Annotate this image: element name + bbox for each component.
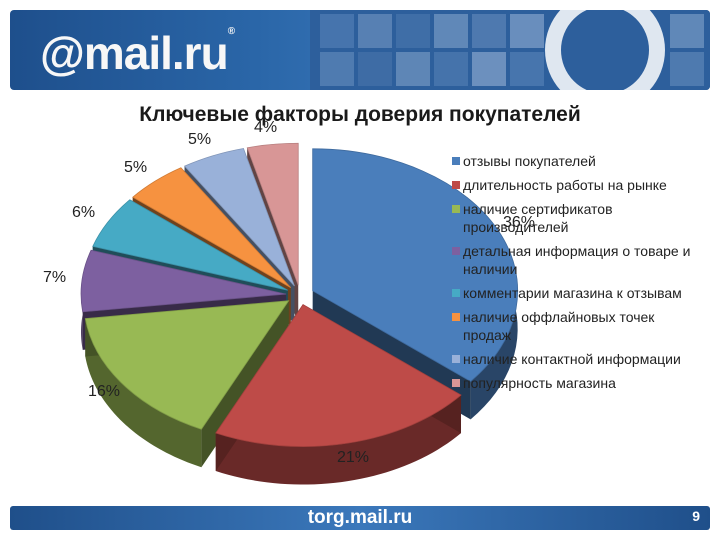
percent-label-0: 36% bbox=[503, 214, 536, 231]
legend-item-6: наличие контактной информации bbox=[452, 350, 702, 368]
chart-legend: отзывы покупателей длительность работы на… bbox=[452, 152, 702, 398]
legend-item-5: наличие оффлайновых точек продаж bbox=[452, 308, 702, 344]
legend-label-6: наличие контактной информации bbox=[463, 351, 681, 367]
percent-label-1: 21% bbox=[337, 449, 370, 466]
slice-side-2 bbox=[85, 318, 202, 468]
percent-label-3: 7% bbox=[43, 269, 67, 286]
pie-slice-5 bbox=[132, 167, 292, 288]
pie-slice-2 bbox=[84, 300, 290, 430]
legend-swatch-6 bbox=[452, 355, 460, 363]
legend-label-2: наличие сертификатов производителей bbox=[463, 201, 613, 235]
legend-swatch-2 bbox=[452, 205, 460, 213]
legend-label-5: наличие оффлайновых точек продаж bbox=[463, 309, 655, 343]
legend-item-2: наличие сертификатов производителей bbox=[452, 200, 702, 236]
pie-slice-1 bbox=[215, 304, 462, 447]
percent-label-6: 5% bbox=[188, 131, 212, 148]
percent-label-7: 4% bbox=[254, 119, 278, 136]
chart-title: Ключевые факторы доверия покупателей bbox=[139, 103, 581, 126]
legend-item-1: длительность работы на рынке bbox=[452, 176, 702, 194]
pie-slice-0 bbox=[312, 148, 519, 382]
legend-swatch-0 bbox=[452, 157, 460, 165]
legend-label-7: популярность магазина bbox=[463, 375, 616, 391]
pie-slice-3 bbox=[80, 249, 287, 313]
footer-site[interactable]: torg.mail.ru bbox=[307, 507, 413, 528]
header-banner: @mail.ru® bbox=[10, 10, 710, 90]
page-number: 9 bbox=[692, 508, 700, 524]
legend-label-0: отзывы покупателей bbox=[463, 153, 596, 169]
legend-label-1: длительность работы на рынке bbox=[463, 177, 667, 193]
slice-side-1 bbox=[215, 395, 462, 485]
pie-slice-7 bbox=[246, 142, 299, 286]
legend-item-4: комментарии магазина к отзывам bbox=[452, 284, 702, 302]
footer-bar: torg.mail.ru 9 bbox=[10, 506, 710, 530]
legend-label-3: детальная информация о товаре и наличии bbox=[463, 243, 691, 277]
percent-label-4: 6% bbox=[72, 204, 96, 221]
legend-swatch-5 bbox=[452, 313, 460, 321]
mail-ru-logo: @mail.ru® bbox=[40, 26, 235, 79]
legend-swatch-3 bbox=[452, 247, 460, 255]
legend-item-3: детальная информация о товаре и наличии bbox=[452, 242, 702, 278]
legend-item-0: отзывы покупателей bbox=[452, 152, 702, 170]
ring-decoration bbox=[545, 10, 665, 90]
legend-item-7: популярность магазина bbox=[452, 374, 702, 392]
pie-slice-4 bbox=[92, 199, 288, 291]
percent-label-5: 5% bbox=[124, 159, 148, 176]
legend-swatch-7 bbox=[452, 379, 460, 387]
legend-swatch-1 bbox=[452, 181, 460, 189]
legend-swatch-4 bbox=[452, 289, 460, 297]
pie-slice-6 bbox=[183, 148, 295, 287]
percent-label-2: 16% bbox=[88, 383, 121, 400]
legend-label-4: комментарии магазина к отзывам bbox=[463, 285, 682, 301]
